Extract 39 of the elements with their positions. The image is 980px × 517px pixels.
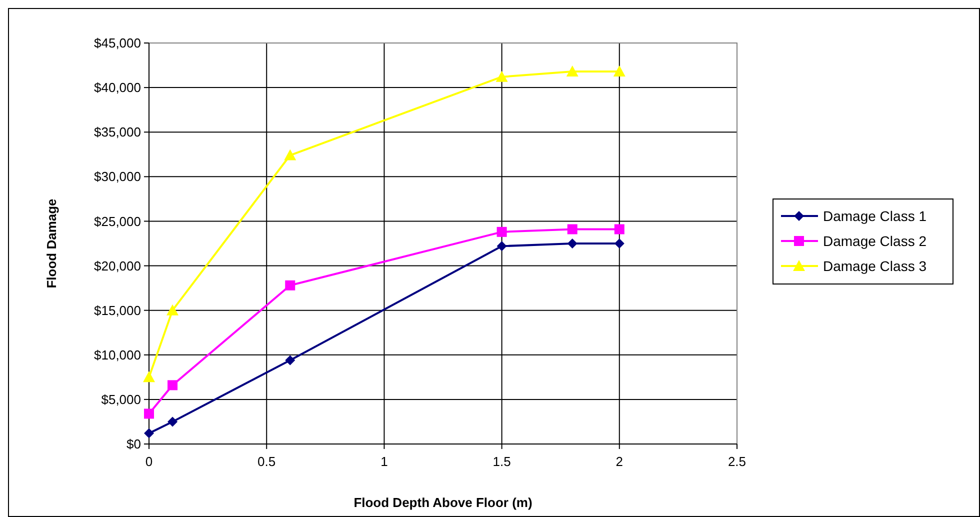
point (143, 371, 155, 382)
legend-label: Damage Class 3 (823, 258, 927, 274)
x-tick-label: 1.5 (492, 454, 511, 469)
point (168, 416, 178, 427)
y-tick-label: $0 (126, 436, 141, 452)
x-tick-label: 2.5 (728, 454, 746, 469)
point (285, 280, 296, 290)
y-tick-label: $30,000 (94, 169, 141, 184)
point (566, 66, 578, 77)
point (614, 238, 624, 248)
y-tick-label: $40,000 (94, 80, 141, 96)
point (284, 149, 296, 160)
x-tick-label: 0 (145, 454, 153, 469)
legend-label: Damage Class 2 (823, 232, 927, 249)
point (614, 224, 624, 234)
point (166, 304, 179, 316)
point (285, 355, 296, 366)
y-tick-label: $10,000 (94, 347, 141, 362)
y-tick-label: $35,000 (94, 124, 141, 140)
y-tick-label: $45,000 (94, 36, 141, 51)
point (496, 241, 507, 252)
y-tick-label: $5,000 (101, 392, 141, 407)
y-tick-label: $20,000 (94, 258, 141, 274)
y-axis-title: Flood Damage (44, 198, 59, 288)
point (144, 428, 154, 438)
x-axis-title: Flood Depth Above Floor (m) (354, 495, 532, 510)
legend-label: Damage Class 1 (823, 208, 927, 224)
y-tick-label: $15,000 (94, 302, 141, 318)
x-tick-label: 2 (616, 454, 624, 469)
point (496, 70, 508, 82)
point (567, 224, 578, 234)
point (567, 238, 578, 248)
point (144, 408, 154, 419)
point (496, 226, 507, 237)
point (168, 380, 178, 390)
y-tick-label: $25,000 (94, 214, 141, 229)
x-tick-label: 0.5 (258, 454, 276, 469)
x-tick-label: 1 (380, 454, 388, 469)
point (613, 66, 626, 77)
